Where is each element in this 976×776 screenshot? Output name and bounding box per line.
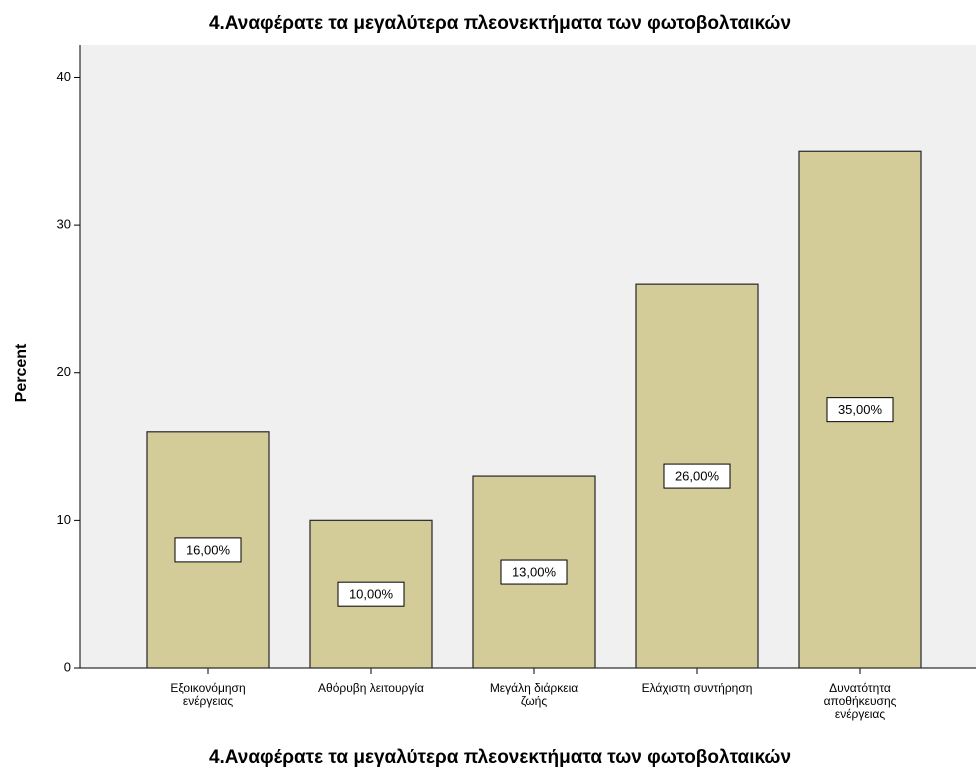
y-tick-label: 40 <box>57 69 71 84</box>
x-tick-label: Αθόρυβη λειτουργία <box>318 681 424 695</box>
value-label-box <box>174 537 242 563</box>
y-tick-label: 20 <box>57 364 71 379</box>
value-label: 35,00% <box>838 402 883 417</box>
chart-title: 4.Αναφέρατε τα μεγαλύτερα πλεονεκτήματα … <box>209 13 791 34</box>
value-label: 10,00% <box>349 587 394 602</box>
value-label-box <box>663 463 731 489</box>
y-tick-label: 30 <box>57 217 71 232</box>
value-label-box <box>337 581 405 607</box>
value-label: 26,00% <box>675 469 720 484</box>
x-tick-label: Μεγάλη διάρκεια ζωής <box>489 681 579 708</box>
x-tick-label: Ελάχιστη συντήρηση <box>641 681 753 695</box>
value-label-box <box>826 397 894 423</box>
bar <box>309 519 433 669</box>
x-tick-label: Εξοικονόμηση ενέργειας <box>170 681 246 708</box>
value-label-box <box>500 559 568 585</box>
y-tick-label: 0 <box>64 659 71 674</box>
y-tick-label: 10 <box>57 512 71 527</box>
x-axis-label: 4.Αναφέρατε τα μεγαλύτερα πλεονεκτήματα … <box>209 747 791 768</box>
value-label: 13,00% <box>512 564 557 579</box>
value-label: 16,00% <box>186 542 231 557</box>
x-tick-label: Δυνατότητα αποθήκευσης ενέργειας <box>823 681 897 721</box>
y-axis-label: Percent <box>13 343 30 402</box>
